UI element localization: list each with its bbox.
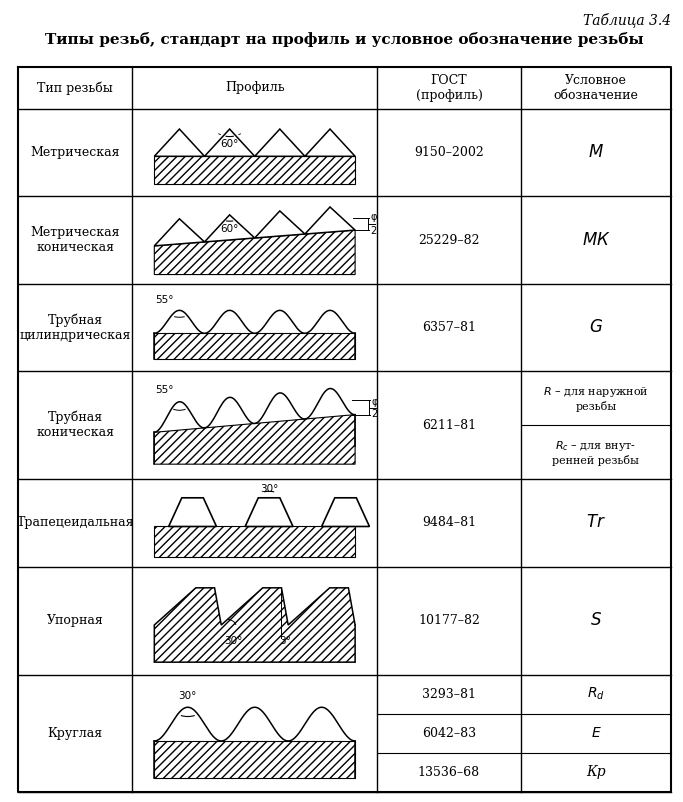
Polygon shape <box>154 588 355 662</box>
Polygon shape <box>154 334 355 359</box>
Text: Трапецеидальная: Трапецеидальная <box>16 516 134 529</box>
Polygon shape <box>169 498 217 526</box>
Polygon shape <box>255 211 305 238</box>
Text: Типы резьб, стандарт на профиль и условное обозначение резьбы: Типы резьб, стандарт на профиль и условн… <box>45 32 644 47</box>
Polygon shape <box>154 129 204 156</box>
Text: Кр: Кр <box>586 765 606 780</box>
Polygon shape <box>154 741 355 778</box>
Text: 55°: 55° <box>155 294 173 305</box>
Text: $R_d$: $R_d$ <box>587 686 605 703</box>
Text: 3293–81: 3293–81 <box>422 687 476 701</box>
Text: Условное
обозначение: Условное обозначение <box>553 74 639 102</box>
Text: $M$: $M$ <box>588 144 604 161</box>
Text: 6211–81: 6211–81 <box>422 419 476 431</box>
Text: 30°: 30° <box>225 636 243 646</box>
Polygon shape <box>204 215 255 242</box>
Text: Метрическая: Метрическая <box>30 146 120 160</box>
Text: 13536–68: 13536–68 <box>418 766 480 779</box>
Polygon shape <box>255 129 305 156</box>
Text: Тип резьбы: Тип резьбы <box>38 81 113 95</box>
Text: 60°: 60° <box>221 225 239 234</box>
Polygon shape <box>154 230 355 274</box>
Text: $МК$: $МК$ <box>581 232 611 249</box>
Text: 3°: 3° <box>279 636 291 646</box>
Text: $G$: $G$ <box>589 319 603 336</box>
Text: Трубная
цилиндрическая: Трубная цилиндрическая <box>19 314 131 342</box>
Text: 30°: 30° <box>178 691 197 700</box>
Text: $R_c$ – для внут-
ренней резьбы: $R_c$ – для внут- ренней резьбы <box>553 439 639 466</box>
Text: $E$: $E$ <box>591 727 601 740</box>
Text: 2: 2 <box>370 226 376 236</box>
Text: Упорная: Упорная <box>46 614 104 627</box>
Text: 10177–82: 10177–82 <box>418 614 480 627</box>
Text: Метрическая
коническая: Метрическая коническая <box>30 226 120 254</box>
Text: φ: φ <box>371 396 378 407</box>
Text: 6042–83: 6042–83 <box>422 727 476 739</box>
Text: $R$ – для наружной
резьбы: $R$ – для наружной резьбы <box>543 385 649 411</box>
Text: 60°: 60° <box>221 140 239 149</box>
Text: Таблица 3.4: Таблица 3.4 <box>583 12 671 27</box>
Text: 55°: 55° <box>155 385 173 395</box>
Text: Круглая: Круглая <box>48 727 102 739</box>
Text: 25229–82: 25229–82 <box>418 233 479 247</box>
Text: 6357–81: 6357–81 <box>422 321 476 334</box>
Text: 30°: 30° <box>260 484 278 493</box>
Polygon shape <box>322 498 370 526</box>
Text: 2: 2 <box>371 408 378 419</box>
Polygon shape <box>305 207 355 234</box>
Polygon shape <box>154 415 355 464</box>
Text: Профиль: Профиль <box>225 82 285 95</box>
Text: $Tr$: $Tr$ <box>586 514 606 532</box>
Polygon shape <box>154 156 355 184</box>
Text: Трубная
коническая: Трубная коническая <box>36 411 114 439</box>
Text: ГОСТ
(профиль): ГОСТ (профиль) <box>415 74 482 102</box>
Polygon shape <box>204 129 255 156</box>
Polygon shape <box>154 526 355 557</box>
Text: 9484–81: 9484–81 <box>422 516 476 529</box>
Polygon shape <box>154 219 204 246</box>
Polygon shape <box>305 129 355 156</box>
Text: φ: φ <box>370 212 376 222</box>
Polygon shape <box>245 498 293 526</box>
Text: 9150–2002: 9150–2002 <box>414 146 484 160</box>
Text: $S$: $S$ <box>590 612 602 629</box>
